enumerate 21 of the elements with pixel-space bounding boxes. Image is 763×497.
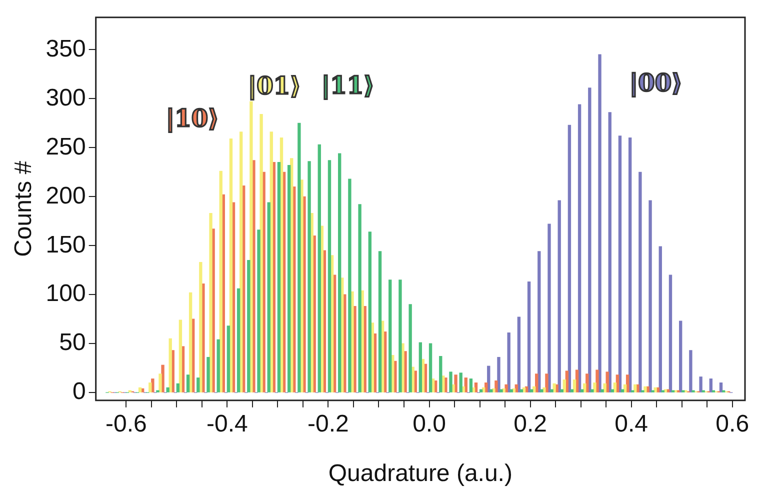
x-tick-label: 0.2 (514, 410, 547, 438)
y-tick-label: 0 (72, 378, 86, 406)
series-label: |11⟩ (321, 70, 375, 100)
y-axis-title: Counts # (10, 160, 38, 257)
x-tick-label: -0.4 (206, 410, 248, 438)
y-tick-label: 100 (46, 280, 86, 308)
x-tick-label: 0.6 (716, 410, 750, 438)
x-tick-label: 0.0 (412, 410, 446, 438)
y-tick-label: 250 (46, 133, 86, 160)
series-label: |01⟩ (248, 70, 302, 100)
x-tick-label: -0.2 (308, 410, 349, 438)
y-tick-label: 50 (59, 329, 86, 356)
x-tick-label: -0.6 (105, 410, 147, 438)
y-tick-label: 150 (46, 231, 86, 258)
y-tick-label: 350 (46, 35, 86, 62)
x-axis-title: Quadrature (a.u.) (328, 460, 512, 488)
series-label: |00⟩ (629, 68, 683, 97)
series-label: |10⟩ (166, 104, 220, 133)
y-tick-label: 200 (46, 182, 86, 210)
y-tick-label: 300 (46, 84, 86, 112)
x-tick-label: 0.4 (614, 410, 648, 438)
